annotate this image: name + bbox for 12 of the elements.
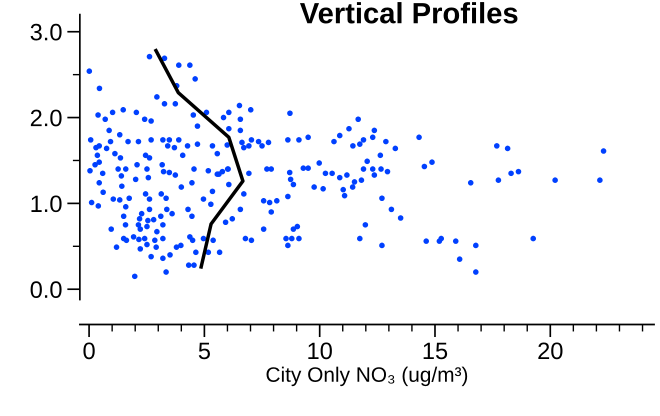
x-tick-label: 10 [308, 342, 332, 360]
y-tick-label: 1.0 [31, 195, 62, 212]
x-tick-label: 0 [83, 342, 95, 360]
y-tick-label: 3.0 [30, 24, 62, 41]
x-tick-label: 20 [538, 342, 562, 360]
chart-title: Vertical Profiles [300, 2, 518, 24]
x-tick-label: 5 [198, 342, 210, 360]
x-axis-title: City Only NO₃ (ug/m³) [266, 366, 468, 386]
line-series [154, 48, 245, 269]
y-tick-label: 2.0 [30, 110, 62, 126]
y-tick-label: 0.0 [30, 281, 62, 298]
x-tick-label: 15 [424, 342, 448, 360]
